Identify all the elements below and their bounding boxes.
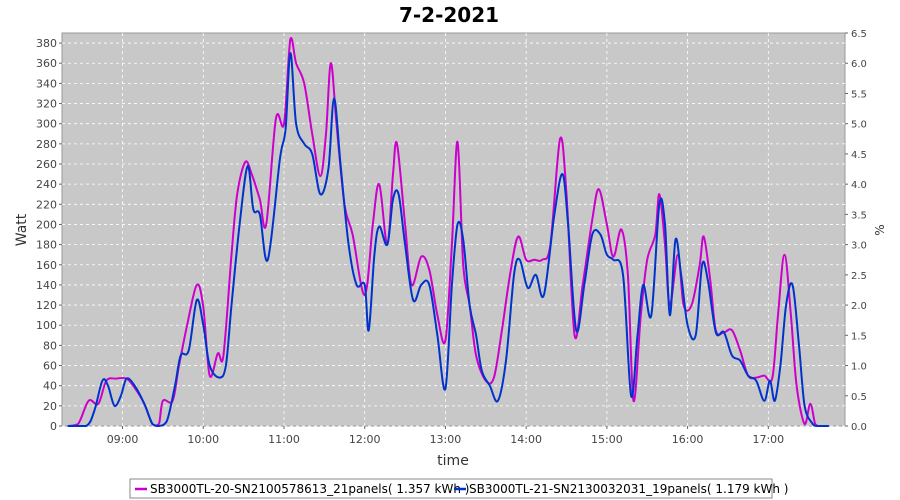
x-axis-ticks: 09:00 10:00 11:00 12:00 13:00 14:00 15:00 16:00… [107,426,784,446]
chart-title: 7-2-2021 [399,3,499,27]
x-tick-label: 16:00 [672,433,704,446]
y2-tick-label: 6.0 [851,59,867,70]
y-tick-label: 40 [43,380,57,393]
series-line-2 [67,52,829,427]
y2-tick-label: 1.5 [851,331,867,342]
y-tick-label: 260 [36,158,57,171]
y-tick-label: 360 [36,57,57,70]
x-tick-label: 14:00 [510,433,542,446]
grid [62,33,845,427]
y-tick-label: 60 [43,360,57,373]
y2-tick-label: 4.0 [851,180,867,191]
y2-tick-label: 0.5 [851,392,867,403]
y2-axis-ticks: 0.0 0.5 1.0 1.5 2.0 2.5 3.0 3.5 4.0 4.5 5.0 5.5 6.0 6… [845,29,867,433]
y2-tick-label: 2.5 [851,271,867,282]
y-tick-label: 240 [36,178,57,191]
x-tick-label: 17:00 [752,433,784,446]
y2-tick-label: 1.0 [851,362,867,373]
y-tick-label: 320 [36,98,57,111]
y-tick-label: 300 [36,118,57,131]
series-lines [67,37,829,427]
x-tick-label: 12:00 [349,433,381,446]
y-tick-label: 180 [36,239,57,252]
legend [129,478,773,499]
y-tick-label: 200 [36,218,57,231]
y2-tick-label: 4.5 [851,150,867,161]
x-tick-label: 09:00 [107,433,139,446]
y-tick-label: 280 [36,138,57,151]
y-axis-ticks: 0 20 40 60 80 100 120 140 160 180 200 220 240 260 280 3… [36,37,62,433]
y2-tick-label: 3.0 [851,241,867,252]
y-tick-label: 120 [36,299,57,312]
y-tick-label: 340 [36,77,57,90]
y-tick-label: 160 [36,259,57,272]
x-tick-label: 13:00 [430,433,462,446]
y2-tick-label: 2.0 [851,301,867,312]
y2-tick-label: 6.5 [851,29,867,40]
y2-axis-label: % [873,224,887,235]
series-line-1 [67,37,819,427]
y-tick-label: 140 [36,279,57,292]
x-tick-label: 11:00 [268,433,300,446]
y2-tick-label: 5.0 [851,120,867,131]
legend-label-series-2: SB3000TL-21-SN2130032031_19panels( 1.179… [469,482,788,496]
x-tick-label: 15:00 [591,433,623,446]
y2-tick-label: 3.5 [851,210,867,221]
y-tick-label: 100 [36,319,57,332]
y-tick-label: 220 [36,198,57,211]
y-tick-label: 380 [36,37,57,50]
legend-label-series-1: SB3000TL-20-SN2100578613_21panels( 1.357… [150,482,469,496]
y2-tick-label: 0.0 [851,422,867,433]
y2-tick-label: 5.5 [851,89,867,100]
y-tick-label: 0 [50,420,57,433]
y-axis-label: Watt [14,213,30,246]
x-tick-label: 10:00 [187,433,219,446]
y-tick-label: 80 [43,339,57,352]
x-axis-label: time [437,453,469,469]
y-tick-label: 20 [43,400,57,413]
